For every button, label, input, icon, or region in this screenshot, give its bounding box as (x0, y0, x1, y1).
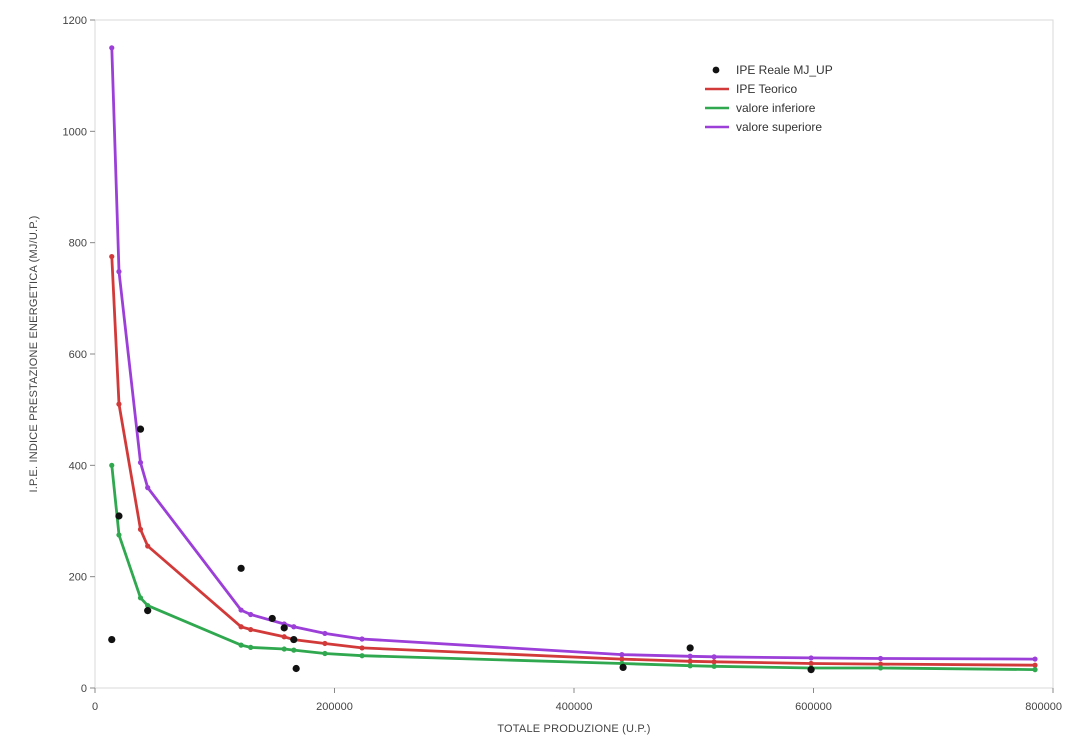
scatter-point (115, 512, 123, 520)
series-point (248, 644, 254, 650)
y-tick-label: 400 (69, 460, 87, 472)
y-tick-label: 600 (69, 349, 87, 361)
series-point (877, 655, 884, 662)
series-point (116, 401, 122, 407)
series-point (359, 653, 365, 659)
series-point (137, 459, 144, 466)
series-point (322, 630, 328, 637)
series-point (109, 462, 115, 468)
series-point (1032, 656, 1038, 662)
series-point (711, 663, 717, 669)
series-point (687, 653, 693, 659)
y-axis-title: I.P.E. INDICE PRESTAZIONE ENERGETICA (MJ… (28, 216, 40, 493)
x-tick-label: 0 (92, 701, 98, 713)
legend-label: IPE Teorico (736, 82, 797, 96)
series-point (145, 543, 151, 549)
y-tick-label: 800 (69, 238, 87, 250)
series-point (1032, 667, 1038, 673)
series-point (238, 642, 244, 648)
y-tick-label: 1000 (63, 126, 87, 138)
series-point (291, 647, 297, 653)
series-point (109, 253, 115, 260)
series-point (281, 634, 287, 640)
y-axis: 0 200 400 600 800 1000 1200 (63, 15, 95, 695)
series-1 (109, 253, 1038, 668)
series-point (322, 640, 328, 647)
x-tick-label: 800000 (1025, 701, 1062, 713)
series-point (137, 595, 144, 601)
series-point (322, 650, 328, 657)
series-point (116, 532, 122, 538)
scatter-point (136, 425, 145, 433)
series-point (137, 526, 144, 532)
y-tick-label: 0 (81, 683, 87, 695)
y-tick-label: 200 (69, 572, 87, 584)
series-point (687, 658, 693, 664)
scatter-point (144, 607, 152, 615)
series-point (359, 645, 365, 651)
series-point (808, 660, 814, 667)
series-line (110, 465, 1036, 671)
series-point (248, 626, 254, 633)
series-point (109, 45, 115, 51)
series-point (711, 659, 717, 665)
scatter-point (292, 664, 300, 673)
scatter-point (686, 644, 694, 652)
x-tick-label: 400000 (556, 701, 593, 713)
legend-label: valore superiore (736, 120, 822, 134)
legend-marker (712, 66, 720, 74)
x-axis-title: TOTALE PRODUZIONE (U.P.) (497, 723, 650, 735)
legend-label: valore inferiore (736, 101, 816, 115)
series-point (877, 665, 884, 671)
series-point (291, 624, 297, 630)
series-point (808, 655, 814, 661)
series-point (619, 656, 625, 662)
x-tick-label: 600000 (795, 701, 832, 713)
series-point (877, 661, 884, 667)
series-scatter-0 (108, 425, 815, 674)
series-point (687, 663, 693, 669)
scatter-point (619, 663, 627, 672)
series-line (110, 256, 1036, 667)
scatter-point (237, 564, 245, 572)
series-point (359, 636, 365, 642)
series-point (248, 611, 254, 618)
scatter-point (268, 614, 276, 623)
series-3 (109, 45, 1038, 662)
series-2 (109, 462, 1038, 673)
scatter-point (290, 635, 298, 644)
x-axis: 0 200000 400000 600000 800000 (92, 688, 1062, 713)
legend: IPE Reale MJ_UP IPE Teorico valore inferio… (705, 63, 833, 134)
series-point (116, 269, 122, 275)
series-line (110, 47, 1036, 661)
x-tick-label: 200000 (316, 701, 353, 713)
y-tick-label: 1200 (63, 15, 87, 27)
scatter-point (280, 624, 288, 632)
series-point (1032, 662, 1038, 668)
scatter-point (108, 635, 116, 644)
series-point (238, 624, 244, 630)
series-point (711, 654, 717, 660)
series-point (238, 607, 244, 613)
series-point (281, 646, 287, 652)
series-layer (108, 45, 1038, 674)
legend-label: IPE Reale MJ_UP (736, 63, 833, 77)
plot-frame (94, 19, 1054, 689)
series-point (145, 603, 151, 609)
series-point (619, 652, 625, 658)
scatter-point (807, 666, 815, 674)
series-point (145, 485, 151, 491)
